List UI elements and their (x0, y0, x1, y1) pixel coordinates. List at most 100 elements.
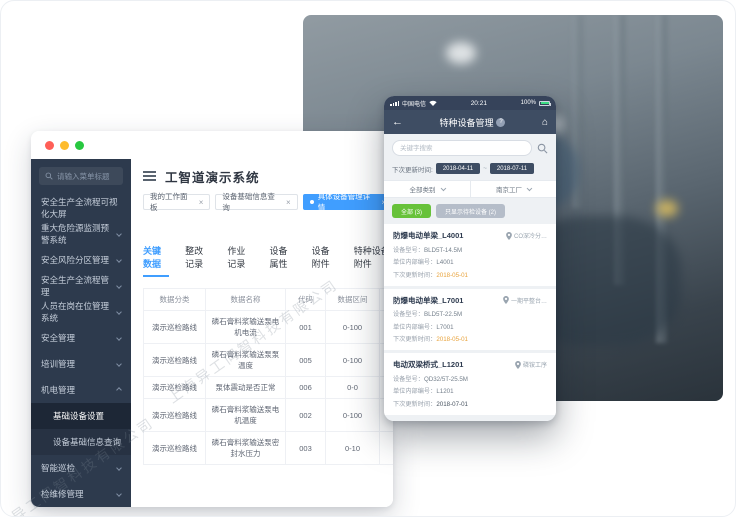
window-body: 12 请输入菜单标题 安全生产全流程可视化大屏 重大危险源监测预警系统 安全风险… (31, 159, 393, 507)
sidebar-item-mech-elec-management[interactable]: 机电管理 (31, 377, 131, 403)
col-header-range[interactable]: 数据区间 (325, 288, 380, 311)
table-row[interactable]: 演示巡检路线 磷石膏料浆输送泵密封水压力 003 0-10 1.5-3.5 (143, 431, 393, 465)
app-header: 工智道演示系统 (143, 165, 393, 187)
keyword-search-input[interactable] (392, 140, 532, 156)
photo-helmet-shape (655, 200, 678, 218)
tab-work-records[interactable]: 作业记录 (227, 246, 246, 269)
date-filter-row: 下次更新时间: 2018-04-11 ~ 2018-07-11 (384, 160, 556, 180)
tab-rectify-records[interactable]: 整改记录 (185, 246, 204, 269)
equipment-model: 设备型号：BLD5T-22.5M (393, 311, 463, 318)
chevron-down-icon (116, 257, 122, 263)
chevron-down-icon (116, 231, 122, 237)
carrier-label: 中国电信 (402, 101, 427, 108)
help-badge-icon[interactable]: ? (496, 117, 506, 127)
chevron-down-icon (116, 335, 122, 341)
category-select[interactable]: 全部类别 (384, 181, 470, 197)
signal-strength-icon (390, 100, 399, 106)
sidebar-item-hazard-monitoring[interactable]: 重大危险源监测预警系统 (31, 221, 131, 247)
table-row[interactable]: 演示巡检路线 磷石膏料浆输送泵电机电流 001 0-100 22-58 (143, 310, 393, 344)
tab-device-info-query[interactable]: 设备基础信息查询 × (215, 192, 298, 212)
phone-search-row (384, 134, 556, 160)
chevron-down-icon (116, 465, 122, 471)
photo-helmet-shape (445, 42, 476, 65)
equipment-model: 设备型号：QD32/5T-25.5M (393, 375, 468, 383)
back-button[interactable]: ← (392, 116, 403, 128)
tab-device-mgmt-detail[interactable]: 具体设备管理详情 × (302, 192, 393, 212)
chevron-down-icon (116, 283, 122, 289)
sidebar-item-visualization-screen[interactable]: 安全生产全流程可视化大屏 (41, 197, 118, 219)
close-window-button[interactable] (45, 140, 54, 150)
status-time: 20:21 (470, 99, 487, 107)
col-header-category[interactable]: 数据分类 (143, 288, 206, 311)
chip-all[interactable]: 全部 (3) (392, 204, 432, 218)
chevron-down-icon (116, 309, 122, 315)
photo-pipe-shape (613, 15, 625, 286)
close-tab-icon[interactable]: × (381, 198, 386, 207)
sidebar-subitem-basic-device-setting[interactable]: 基础设备设置 (31, 403, 131, 429)
tab-key-data[interactable]: 关键数据 (143, 244, 170, 277)
equipment-internal-code: 单位内部编号：L7001 (393, 323, 454, 331)
chip-pending-inspection[interactable]: 只显示待检设备 (2) (436, 204, 506, 218)
sidebar-item-safety-management[interactable]: 安全管理 (31, 325, 131, 351)
battery-icon (539, 100, 551, 106)
chevron-down-icon (116, 361, 122, 367)
minimize-window-button[interactable] (60, 140, 69, 150)
tab-device-attachments[interactable]: 设备附件 (311, 246, 330, 269)
close-tab-icon[interactable]: × (286, 197, 291, 207)
phone-page-title: 特种设备管理 ? (403, 116, 542, 129)
col-header-name[interactable]: 数据名称 (205, 288, 286, 311)
factory-select[interactable]: 南京工厂 (469, 181, 557, 197)
date-filter-label: 下次更新时间: (392, 166, 433, 174)
table-row[interactable]: 演示巡检路线 磷石膏料浆输送泵电机温度 002 0-100 0-85 (143, 398, 393, 432)
menu-search-input[interactable]: 12 请输入菜单标题 (39, 167, 123, 185)
tab-my-workpanel[interactable]: 我的工作面板 × (143, 192, 211, 212)
location-pin-icon (506, 231, 512, 240)
equipment-title: 电动双梁桥式_L1201 (393, 360, 464, 369)
tab-special-device-attachments[interactable]: 特种设备附件 (353, 246, 390, 269)
table-row[interactable]: 演示巡检路线 磷石膏料浆输送泵泵温度 005 0-100 0-65 (143, 343, 393, 377)
hamburger-menu-icon[interactable] (143, 175, 156, 177)
sidebar-item-safety-process[interactable]: 安全生产全流程管理 (31, 273, 131, 299)
search-icon (45, 172, 53, 180)
equipment-title: 防爆电动单梁_L7001 (393, 295, 464, 305)
equipment-location: 磷铵工序 (515, 360, 547, 369)
equipment-card[interactable]: 防爆电动单梁_L4001 CO深冷分… 设备型号：BLD5T-14.5M 单位内… (384, 224, 556, 286)
equipment-card[interactable]: 防爆电动单梁_L7001 一期平整台… 设备型号：BLD5T-22.5M 单位内… (384, 288, 556, 350)
home-button[interactable]: ⌂ (541, 116, 548, 128)
date-from-button[interactable]: 2018-04-11 (435, 163, 481, 174)
phone-mockup: 中国电信 20:21 100% ← 特种设备管理 ? ⌂ 下次更新时间: (384, 96, 556, 421)
battery-percent-label: 100% (520, 100, 536, 106)
date-separator: ~ (483, 165, 487, 172)
content-tab-bar: 关键数据 整改记录 作业记录 设备属性 设备附件 特种设备附件 (143, 244, 393, 277)
sidebar-item-personnel-on-duty[interactable]: 人员在岗在位管理系统 (31, 299, 131, 325)
chevron-up-icon (116, 387, 122, 393)
col-header-code[interactable]: 代码 (285, 288, 326, 311)
equipment-location: 一期平整台… (503, 296, 547, 305)
select-filter-row: 全部类别 南京工厂 (384, 180, 556, 198)
date-to-button[interactable]: 2018-07-11 (489, 163, 535, 174)
sidebar-item-risk-zoning[interactable]: 安全风险分区管理 (31, 247, 131, 273)
phone-status-bar: 中国电信 20:21 100% (384, 96, 556, 110)
sidebar-subitem-device-info-query[interactable]: 设备基础信息查询 (31, 429, 131, 455)
sidebar: 12 请输入菜单标题 安全生产全流程可视化大屏 重大危险源监测预警系统 安全风险… (31, 159, 131, 507)
tab-device-attributes[interactable]: 设备属性 (269, 246, 288, 269)
equipment-card[interactable]: 电动双梁桥式_L1201 磷铵工序 设备型号：QD32/5T-25.5M 单位内… (384, 353, 556, 415)
photo-pipe-shape (655, 15, 667, 344)
table-row[interactable]: 演示巡检路线 泵体震动是否正常 006 0-0 0-0 (143, 376, 393, 399)
chevron-down-icon (440, 185, 446, 191)
chevron-down-icon (526, 185, 532, 191)
close-tab-icon[interactable]: × (198, 197, 204, 207)
main-content: 工智道演示系统 我的工作面板 × 设备基础信息查询 × 具体设备管理详情 × (131, 159, 393, 507)
sidebar-item-training-management[interactable]: 培训管理 (31, 351, 131, 377)
sidebar-item-maintenance-management[interactable]: 检维修管理 (31, 481, 131, 507)
equipment-internal-code: 单位内部编号：L1201 (393, 388, 454, 395)
sidebar-item-smart-inspection[interactable]: 智能巡检 (31, 455, 131, 481)
equipment-next-update: 下次更新时间：2018-07-01 (393, 400, 468, 408)
app-title: 工智道演示系统 (165, 170, 260, 185)
table-header-row: 数据分类 数据名称 代码 数据区间 数据控制区间 (143, 288, 393, 311)
photo-pipe-shape (571, 15, 583, 208)
search-icon[interactable] (537, 143, 548, 154)
menu-search-placeholder-text: 请输入菜单标题 (57, 171, 110, 181)
zoom-window-button[interactable] (75, 140, 84, 150)
